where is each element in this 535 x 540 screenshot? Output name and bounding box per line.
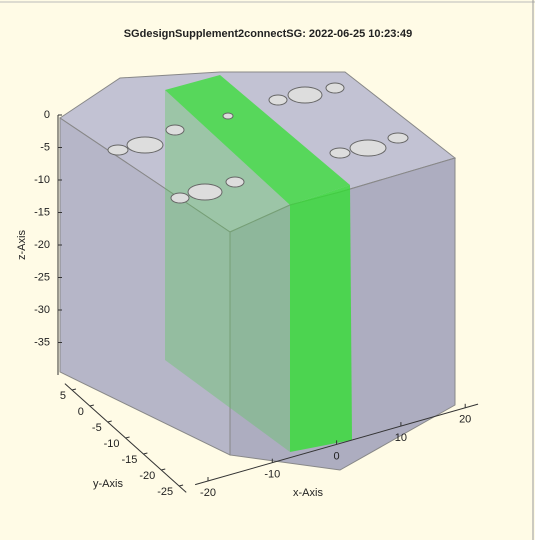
green-slab-side (165, 90, 290, 452)
z-tick-label: -25 (34, 271, 50, 283)
y-axis-label: y-Axis (93, 478, 123, 490)
y-tick-label: 0 (78, 406, 84, 418)
y-tick (125, 436, 130, 439)
green-slab-front (290, 185, 352, 452)
y-tick-label: -20 (139, 470, 155, 482)
y-tick-label: -10 (104, 438, 120, 450)
x-axis-label: x-Axis (293, 487, 323, 499)
z-tick-label: -30 (34, 304, 50, 316)
y-tick (107, 420, 112, 423)
z-tick-label: -20 (34, 239, 50, 251)
y-tick (71, 388, 77, 391)
x-tick-label: 20 (459, 414, 471, 426)
y-tick (143, 452, 148, 455)
y-tick (89, 404, 94, 407)
y-tick-label: -15 (121, 454, 137, 466)
z-tick-label: -5 (40, 141, 50, 153)
solid-body (59, 71, 457, 471)
y-tick-label: 5 (60, 390, 66, 402)
z-tick-label: -35 (34, 336, 50, 348)
z-axis-label: z-Axis (16, 230, 28, 260)
y-tick (178, 484, 184, 487)
y-tick-label: -25 (157, 486, 173, 498)
z-tick-label: -10 (34, 174, 50, 186)
x-tick-label: -10 (264, 469, 280, 481)
x-tick-label: 10 (395, 432, 407, 444)
chart-title: SGdesignSupplement2connectSG: 2022-06-25… (124, 28, 413, 40)
z-tick-label: -15 (34, 206, 50, 218)
y-tick (161, 468, 166, 471)
x-axis (195, 403, 479, 486)
green-slab-top (165, 75, 350, 205)
z-tick-label: 0 (44, 109, 50, 121)
x-tick-label: -20 (200, 487, 216, 499)
holes (107, 82, 409, 204)
y-tick-label: -5 (92, 422, 102, 434)
x-tick-label: 0 (334, 450, 340, 462)
